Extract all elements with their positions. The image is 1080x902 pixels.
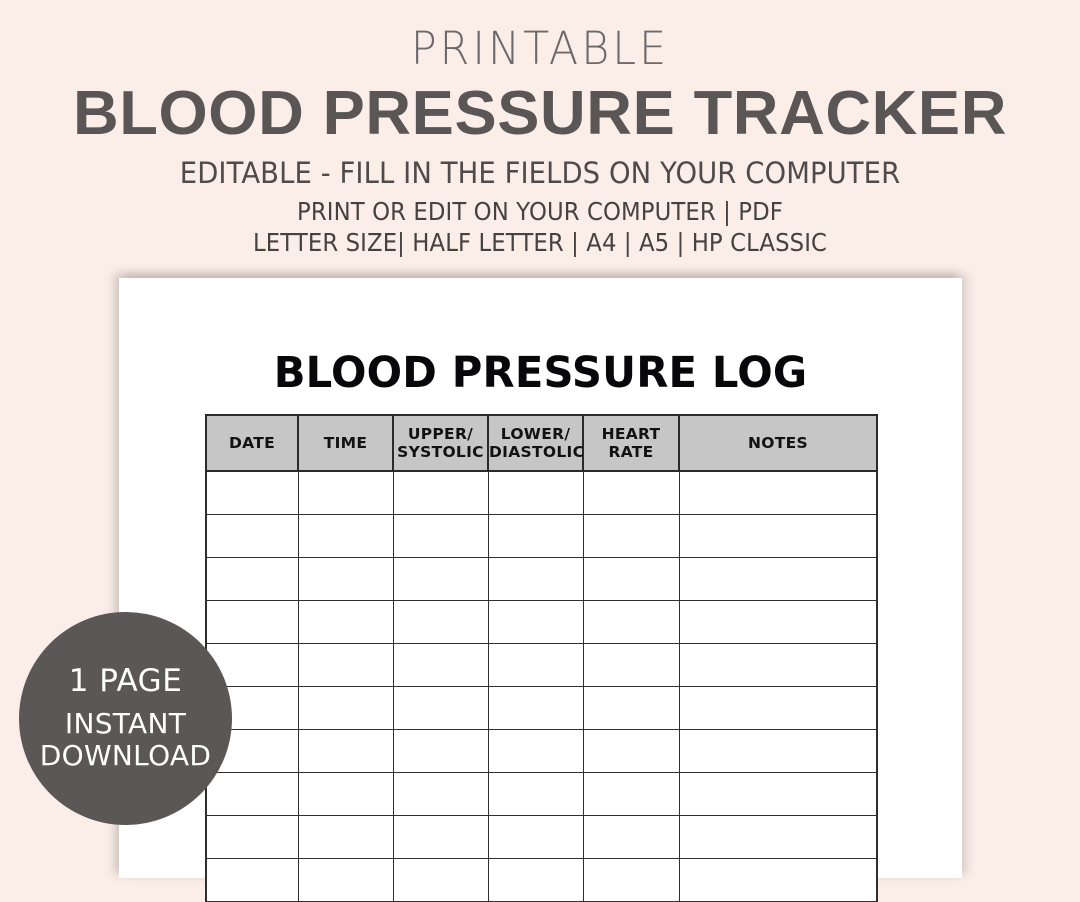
column-header-time: TIME bbox=[297, 414, 394, 472]
table-cell-date[interactable] bbox=[205, 815, 299, 859]
table-cell-date[interactable] bbox=[205, 514, 299, 558]
table-cell-heart[interactable] bbox=[582, 729, 680, 773]
table-cell-lower[interactable] bbox=[487, 686, 584, 730]
table-cell-heart[interactable] bbox=[582, 600, 680, 644]
table-row bbox=[205, 643, 878, 687]
badge-instant-label: INSTANT bbox=[64, 707, 187, 741]
blood-pressure-log-table: DATE TIME UPPER/ SYSTOLIC LOWER/ DIASTOL… bbox=[205, 414, 878, 902]
eyebrow-label: PRINTABLE bbox=[410, 22, 670, 75]
table-cell-time[interactable] bbox=[297, 470, 394, 515]
table-cell-lower[interactable] bbox=[487, 858, 584, 902]
table-cell-lower[interactable] bbox=[487, 643, 584, 687]
subtitle-editable: EDITABLE - FILL IN THE FIELDS ON YOUR CO… bbox=[179, 156, 901, 191]
subtitle-formats: PRINT OR EDIT ON YOUR COMPUTER | PDF bbox=[297, 197, 783, 227]
table-cell-upper[interactable] bbox=[392, 514, 489, 558]
log-title: BLOOD PRESSURE LOG bbox=[273, 348, 808, 398]
table-row bbox=[205, 858, 878, 902]
page-title: BLOOD PRESSURE TRACKER bbox=[72, 79, 1008, 148]
table-cell-time[interactable] bbox=[297, 643, 394, 687]
table-cell-notes[interactable] bbox=[678, 643, 878, 687]
table-cell-upper[interactable] bbox=[392, 858, 489, 902]
column-header-date: DATE bbox=[205, 414, 299, 472]
table-cell-notes[interactable] bbox=[678, 815, 878, 859]
table-row bbox=[205, 815, 878, 859]
table-cell-time[interactable] bbox=[297, 600, 394, 644]
table-cell-time[interactable] bbox=[297, 729, 394, 773]
table-cell-heart[interactable] bbox=[582, 470, 680, 515]
table-cell-time[interactable] bbox=[297, 858, 394, 902]
table-cell-notes[interactable] bbox=[678, 470, 878, 515]
table-row bbox=[205, 514, 878, 558]
table-cell-date[interactable] bbox=[205, 858, 299, 902]
table-row bbox=[205, 772, 878, 816]
table-cell-notes[interactable] bbox=[678, 772, 878, 816]
table-cell-lower[interactable] bbox=[487, 557, 584, 601]
table-cell-upper[interactable] bbox=[392, 643, 489, 687]
table-cell-date[interactable] bbox=[205, 470, 299, 515]
table-cell-heart[interactable] bbox=[582, 815, 680, 859]
table-row bbox=[205, 686, 878, 730]
table-cell-notes[interactable] bbox=[678, 514, 878, 558]
table-row bbox=[205, 600, 878, 644]
instant-download-badge: 1 PAGE INSTANT DOWNLOAD bbox=[19, 612, 232, 825]
table-cell-notes[interactable] bbox=[678, 686, 878, 730]
badge-download-label: DOWNLOAD bbox=[39, 738, 212, 772]
table-cell-time[interactable] bbox=[297, 557, 394, 601]
table-cell-heart[interactable] bbox=[582, 772, 680, 816]
column-header-upper-line-2: SYSTOLIC bbox=[397, 443, 484, 461]
column-header-notes-line-1: NOTES bbox=[748, 433, 808, 452]
table-cell-upper[interactable] bbox=[392, 557, 489, 601]
table-cell-notes[interactable] bbox=[678, 729, 878, 773]
column-header-lower-line-2: DIASTOLIC bbox=[489, 443, 585, 461]
table-cell-lower[interactable] bbox=[487, 815, 584, 859]
table-cell-notes[interactable] bbox=[678, 600, 878, 644]
table-cell-date[interactable] bbox=[205, 557, 299, 601]
table-body bbox=[205, 470, 878, 902]
table-cell-time[interactable] bbox=[297, 815, 394, 859]
column-header-upper-line-1: UPPER/ bbox=[407, 424, 474, 443]
column-header-time-line-1: TIME bbox=[323, 433, 368, 452]
table-cell-upper[interactable] bbox=[392, 470, 489, 515]
table-row bbox=[205, 557, 878, 601]
table-cell-time[interactable] bbox=[297, 772, 394, 816]
table-cell-time[interactable] bbox=[297, 514, 394, 558]
table-cell-heart[interactable] bbox=[582, 643, 680, 687]
table-row bbox=[205, 729, 878, 773]
column-header-lower-diastolic: LOWER/ DIASTOLIC bbox=[487, 414, 585, 472]
table-cell-heart[interactable] bbox=[582, 686, 680, 730]
table-cell-lower[interactable] bbox=[487, 729, 584, 773]
table-cell-notes[interactable] bbox=[678, 557, 878, 601]
table-cell-upper[interactable] bbox=[392, 815, 489, 859]
table-cell-notes[interactable] bbox=[678, 858, 878, 902]
column-header-heart-rate: HEART RATE bbox=[582, 414, 680, 472]
table-cell-date[interactable] bbox=[205, 600, 299, 644]
table-cell-lower[interactable] bbox=[487, 514, 584, 558]
printable-page-preview: BLOOD PRESSURE LOG DATE TIME UPPER/ SYST… bbox=[119, 278, 962, 902]
column-header-heart-line-2: RATE bbox=[608, 443, 654, 461]
badge-page-count: 1 PAGE bbox=[68, 663, 183, 700]
table-header-row: DATE TIME UPPER/ SYSTOLIC LOWER/ DIASTOL… bbox=[205, 414, 878, 472]
column-header-upper-systolic: UPPER/ SYSTOLIC bbox=[392, 414, 489, 472]
table-cell-upper[interactable] bbox=[392, 686, 489, 730]
listing-header: PRINTABLE BLOOD PRESSURE TRACKER EDITABL… bbox=[0, 0, 1080, 258]
table-cell-upper[interactable] bbox=[392, 772, 489, 816]
table-cell-lower[interactable] bbox=[487, 600, 584, 644]
column-header-lower-line-1: LOWER/ bbox=[500, 424, 571, 443]
subtitle-sizes: LETTER SIZE| HALF LETTER | A4 | A5 | HP … bbox=[252, 228, 828, 258]
table-cell-date[interactable] bbox=[205, 772, 299, 816]
table-cell-heart[interactable] bbox=[582, 514, 680, 558]
column-header-notes: NOTES bbox=[678, 414, 878, 472]
table-cell-upper[interactable] bbox=[392, 600, 489, 644]
column-header-heart-line-1: HEART bbox=[601, 424, 661, 443]
table-row bbox=[205, 470, 878, 515]
table-cell-lower[interactable] bbox=[487, 470, 584, 515]
table-cell-heart[interactable] bbox=[582, 858, 680, 902]
table-cell-time[interactable] bbox=[297, 686, 394, 730]
table-cell-upper[interactable] bbox=[392, 729, 489, 773]
column-header-date-line-1: DATE bbox=[228, 433, 276, 452]
table-cell-heart[interactable] bbox=[582, 557, 680, 601]
table-cell-lower[interactable] bbox=[487, 772, 584, 816]
